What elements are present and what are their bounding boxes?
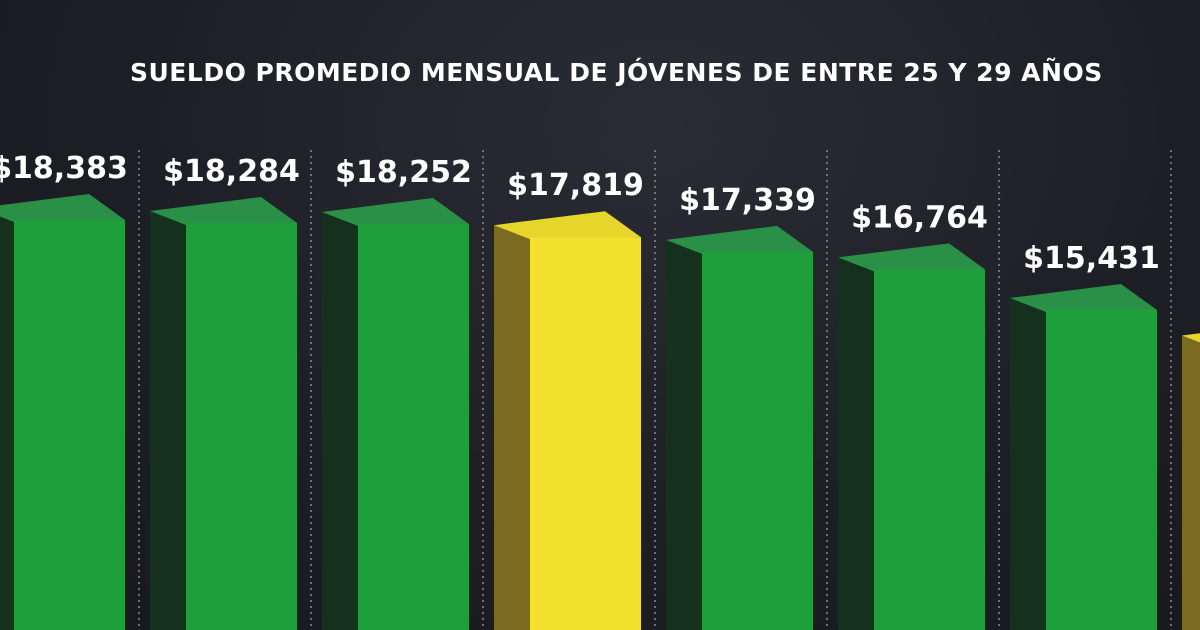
bar-side <box>322 211 358 630</box>
bar <box>702 251 813 630</box>
bar-top <box>666 225 813 254</box>
value-label: $18,284 <box>163 154 300 189</box>
bar-top <box>0 194 125 222</box>
bar-top <box>838 243 985 272</box>
bar-side <box>494 225 530 630</box>
bar <box>874 269 985 630</box>
bar-side <box>1182 335 1200 630</box>
bar-highlighted <box>530 237 641 630</box>
value-label: $17,819 <box>507 168 644 203</box>
bar <box>358 223 469 630</box>
bar-top <box>1182 333 1200 343</box>
bar-side <box>666 239 702 630</box>
bar <box>186 223 297 630</box>
bar-top <box>1010 284 1157 312</box>
chart-title: SUELDO PROMEDIO MENSUAL DE JÓVENES DE EN… <box>130 58 1103 87</box>
value-label: $18,252 <box>335 155 472 190</box>
bar-side <box>0 216 14 630</box>
bar-side <box>838 257 874 630</box>
value-label: $17,339 <box>679 183 816 218</box>
bar-side <box>150 211 186 630</box>
bar-top <box>322 197 469 226</box>
bar-top <box>150 197 297 226</box>
value-label: $16,764 <box>851 200 988 235</box>
value-label: $15,431 <box>1023 241 1160 276</box>
bar-top <box>494 211 641 240</box>
value-labels-group: $18,383 $18,284 $18,252 $17,819 $17,339 $16,7… <box>0 151 1160 276</box>
bar-side <box>1010 298 1046 630</box>
column-separators <box>138 150 1172 630</box>
bar <box>1046 310 1157 630</box>
bar <box>14 220 125 630</box>
value-label: $18,383 <box>0 151 128 186</box>
bars-group <box>0 194 1200 630</box>
